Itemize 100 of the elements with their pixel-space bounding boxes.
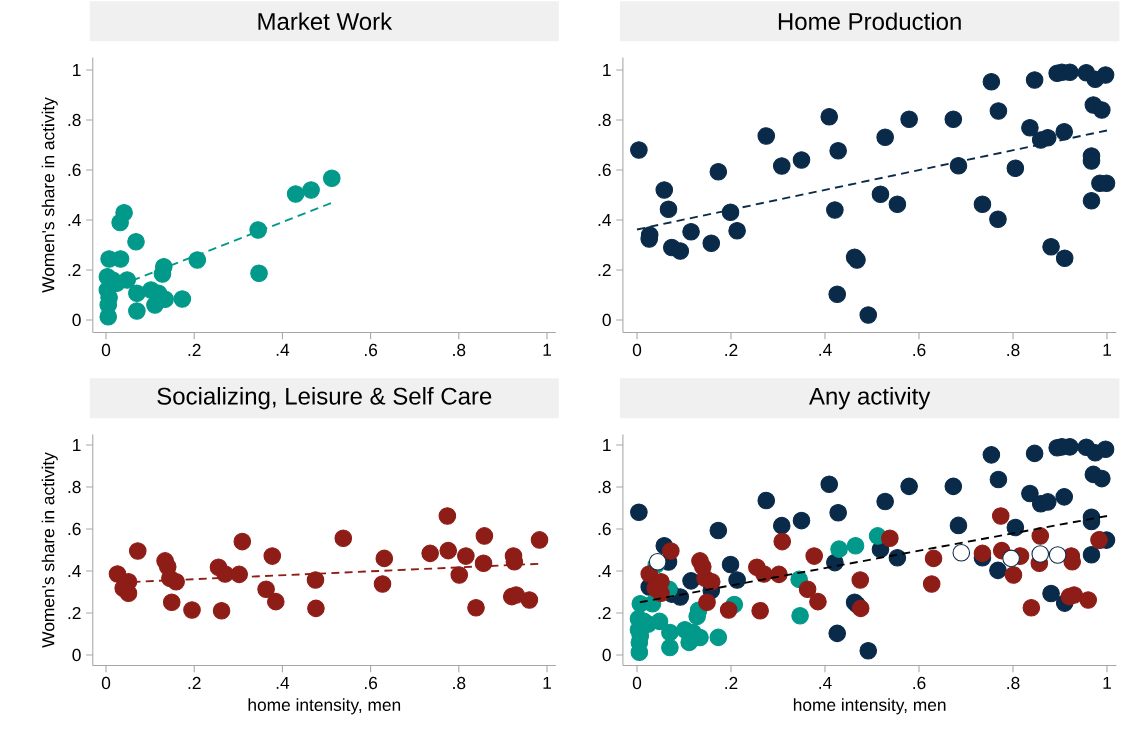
point xyxy=(111,213,129,232)
point xyxy=(188,251,207,269)
point xyxy=(648,552,667,571)
point xyxy=(922,575,941,593)
point xyxy=(655,181,674,199)
point xyxy=(773,532,792,551)
point xyxy=(167,572,185,591)
point xyxy=(805,547,823,565)
point xyxy=(830,540,848,558)
point xyxy=(991,507,1010,525)
y-tick-label: .6 xyxy=(68,522,81,536)
point xyxy=(809,592,827,611)
point xyxy=(1082,546,1101,564)
y-tick-label: 0 xyxy=(602,313,611,327)
point xyxy=(474,554,493,573)
point xyxy=(457,547,475,565)
point xyxy=(1006,159,1025,178)
x-tick-label: 1 xyxy=(1103,676,1111,689)
point xyxy=(1042,584,1060,603)
point xyxy=(757,127,776,145)
x-tick-label: .4 xyxy=(819,676,832,689)
chart-title: Market Work xyxy=(258,12,393,31)
point xyxy=(698,593,716,612)
x-tick-label: .2 xyxy=(188,343,201,356)
y-tick-label: 1 xyxy=(73,64,81,76)
point xyxy=(263,547,282,565)
point xyxy=(1025,71,1044,89)
x-tick-label: 0 xyxy=(632,343,642,357)
point xyxy=(828,285,847,304)
point xyxy=(828,624,847,643)
y-tick-label: .8 xyxy=(68,480,81,494)
y-tick-label: .4 xyxy=(598,214,612,226)
point xyxy=(871,185,890,204)
point xyxy=(1021,484,1039,503)
point xyxy=(659,200,678,219)
point xyxy=(682,222,700,241)
point xyxy=(249,221,267,239)
point xyxy=(183,601,201,619)
point xyxy=(728,571,746,589)
point xyxy=(530,531,549,549)
point xyxy=(949,156,968,175)
y-tick-label: 0 xyxy=(72,313,81,327)
point xyxy=(719,601,738,619)
y-tick-label: 0 xyxy=(602,648,611,662)
x-tick-label: .6 xyxy=(364,343,378,357)
y-axis-title: Women's share in activity xyxy=(41,452,58,648)
point xyxy=(851,571,870,589)
point xyxy=(924,549,943,568)
point xyxy=(373,575,392,593)
point xyxy=(757,491,776,510)
point xyxy=(989,102,1008,120)
y-tick-label: .8 xyxy=(598,113,611,127)
point xyxy=(1004,566,1023,584)
point xyxy=(257,580,275,599)
point xyxy=(128,542,147,560)
point xyxy=(1031,545,1050,563)
x-tick-label: .4 xyxy=(276,343,290,356)
point xyxy=(662,542,680,560)
chart-title: Any activity xyxy=(809,387,931,410)
point xyxy=(792,151,811,169)
point xyxy=(829,504,847,522)
point xyxy=(439,541,458,560)
point xyxy=(851,599,870,618)
point xyxy=(306,571,325,589)
x-tick-label: .8 xyxy=(1007,676,1020,690)
point xyxy=(128,284,146,303)
y-tick-label: .4 xyxy=(68,565,81,577)
point xyxy=(1082,191,1101,210)
y-tick-label: .2 xyxy=(598,263,611,277)
x-tick-label: .2 xyxy=(188,676,201,689)
y-tick-label: 1 xyxy=(73,439,81,451)
point xyxy=(949,516,968,535)
point xyxy=(829,141,847,160)
y-axis-title: Women's share in activity xyxy=(41,97,58,293)
x-tick-label: .8 xyxy=(453,343,466,357)
point xyxy=(709,162,728,181)
point xyxy=(721,203,740,222)
point xyxy=(702,234,721,253)
point xyxy=(798,580,817,599)
point xyxy=(475,527,494,545)
point xyxy=(792,511,811,530)
x-tick-label: 1 xyxy=(1103,343,1111,356)
point xyxy=(438,507,457,525)
y-tick-label: .8 xyxy=(598,480,611,494)
point xyxy=(820,107,839,126)
point xyxy=(1022,598,1041,617)
point xyxy=(859,306,878,324)
x-axis-title: home intensity, men xyxy=(248,698,401,715)
point xyxy=(888,548,907,567)
x-tick-label: .4 xyxy=(819,343,832,356)
point xyxy=(266,592,285,611)
point xyxy=(982,72,1001,91)
x-tick-label: .2 xyxy=(725,343,738,356)
y-tick-label: .6 xyxy=(598,522,611,536)
point xyxy=(989,561,1007,580)
point xyxy=(772,516,791,535)
y-tick-label: .8 xyxy=(68,113,81,127)
x-tick-label: .6 xyxy=(913,343,926,357)
x-tick-label: .8 xyxy=(1007,343,1020,357)
x-tick-label: .6 xyxy=(913,676,926,690)
